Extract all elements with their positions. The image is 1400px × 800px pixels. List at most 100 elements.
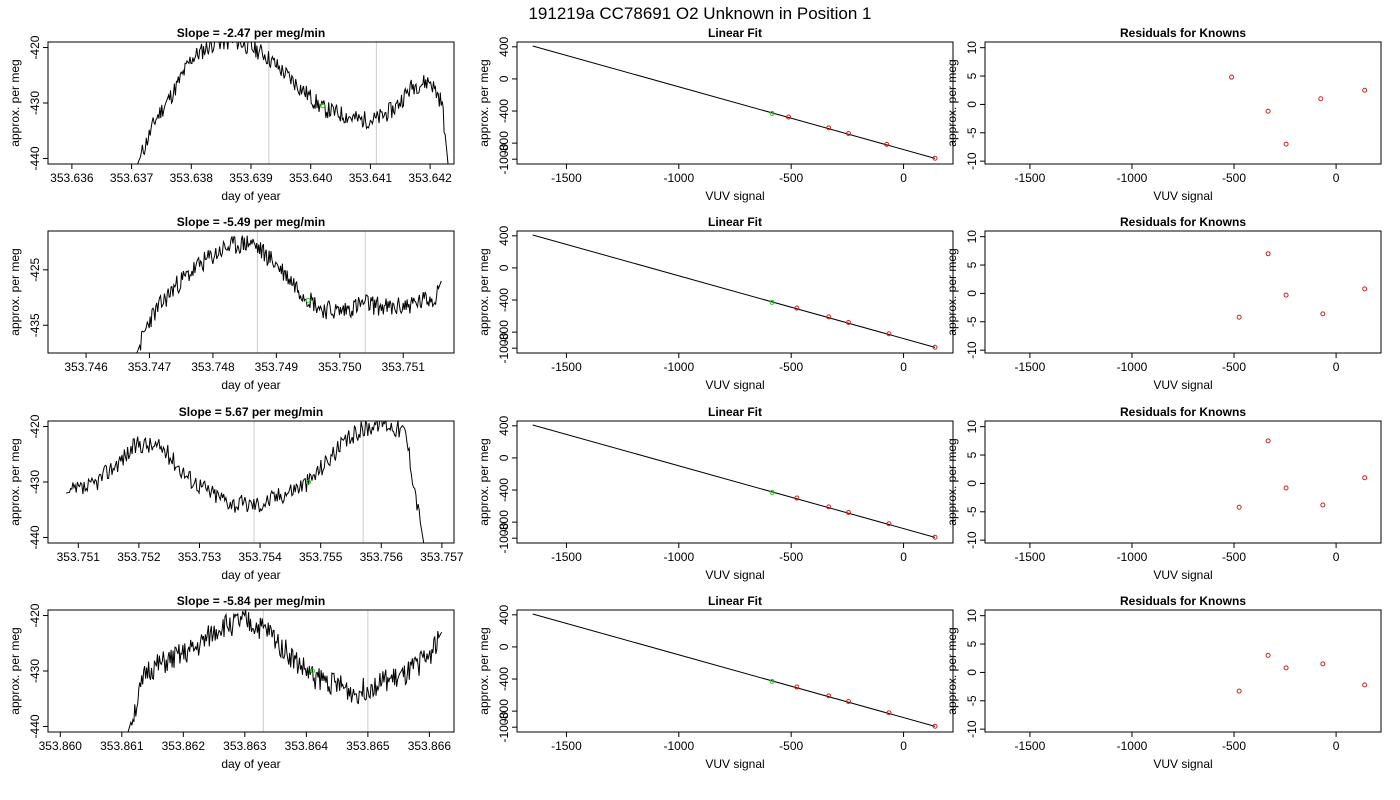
panel-title: Linear Fit bbox=[708, 405, 762, 419]
x-tick-label: 353.751 bbox=[57, 550, 101, 564]
y-tick-label: -1000 bbox=[497, 712, 511, 743]
y-tick-label: 5 bbox=[965, 451, 979, 458]
x-tick-label: 353.747 bbox=[128, 360, 172, 374]
x-axis-label: day of year bbox=[221, 757, 280, 771]
series-line bbox=[136, 235, 442, 353]
y-tick-label: -430 bbox=[28, 91, 42, 115]
plot-area bbox=[1236, 251, 1368, 320]
plot-frame bbox=[516, 420, 954, 544]
known-point bbox=[845, 320, 851, 325]
panel-10: Residuals for Knowns -1500 -1000 -500 0 VUV s… bbox=[945, 215, 1382, 392]
panel-4: Slope = -5.84 per meg/min 353.860 353.861 3… bbox=[8, 594, 455, 771]
plot-frame bbox=[516, 609, 954, 733]
x-axis-label: VUV signal bbox=[1153, 189, 1212, 203]
panel-1: Slope = -2.47 per meg/min 353.636 353.637 3… bbox=[8, 26, 455, 203]
y-tick-label: 0 bbox=[497, 454, 511, 461]
x-axis-label: day of year bbox=[221, 189, 280, 203]
x-tick-label: -1000 bbox=[663, 171, 694, 185]
plot-frame bbox=[47, 420, 455, 544]
x-tick-label: 353.860 bbox=[39, 739, 83, 753]
y-tick-label: -1000 bbox=[497, 523, 511, 554]
x-tick-label: 353.861 bbox=[100, 739, 144, 753]
x-tick-label: 353.752 bbox=[117, 550, 161, 564]
known-point bbox=[1318, 96, 1324, 102]
known-point bbox=[1283, 485, 1289, 491]
y-axis-label: approx. per meg bbox=[945, 59, 959, 146]
known-point bbox=[1236, 688, 1242, 694]
known-point bbox=[1283, 665, 1289, 671]
x-tick-label: -1500 bbox=[1015, 171, 1046, 185]
plot-frame bbox=[47, 230, 455, 354]
y-tick-label: 0 bbox=[965, 669, 979, 676]
x-tick-label: -1000 bbox=[1117, 171, 1148, 185]
x-tick-label: -1500 bbox=[1015, 739, 1046, 753]
known-point bbox=[845, 699, 851, 704]
x-tick-label: -1000 bbox=[663, 360, 694, 374]
plot-area bbox=[1236, 652, 1368, 694]
x-tick-label: -500 bbox=[1222, 739, 1246, 753]
y-tick-label: -1000 bbox=[497, 144, 511, 175]
x-tick-label: 353.755 bbox=[299, 550, 343, 564]
x-axis-label: VUV signal bbox=[705, 568, 764, 582]
x-tick-label: -500 bbox=[779, 739, 803, 753]
panel-11: Residuals for Knowns -1500 -1000 -500 0 VUV s… bbox=[945, 405, 1382, 582]
y-tick-label: -5 bbox=[965, 506, 979, 517]
x-axis-label: VUV signal bbox=[705, 378, 764, 392]
panel-title: Slope = 5.67 per meg/min bbox=[179, 405, 323, 419]
y-tick-label: -400 bbox=[497, 99, 511, 123]
x-tick-label: -1000 bbox=[1117, 739, 1148, 753]
y-axis-label: approx. per meg bbox=[477, 438, 491, 525]
known-point bbox=[1236, 504, 1242, 510]
panel-title: Residuals for Knowns bbox=[1120, 594, 1246, 608]
x-tick-label: -1000 bbox=[1117, 360, 1148, 374]
known-point bbox=[1283, 292, 1289, 298]
y-tick-label: 400 bbox=[497, 415, 511, 435]
known-point bbox=[1265, 652, 1271, 658]
known-point bbox=[932, 155, 938, 161]
x-axis-label: day of year bbox=[221, 378, 280, 392]
series-line bbox=[127, 610, 443, 732]
y-tick-label: 400 bbox=[497, 604, 511, 624]
panel-12: Residuals for Knowns -1500 -1000 -500 0 VUV s… bbox=[945, 594, 1382, 771]
x-tick-label: -1000 bbox=[663, 550, 694, 564]
x-tick-label: 353.864 bbox=[285, 739, 329, 753]
x-tick-label: 0 bbox=[1333, 739, 1340, 753]
y-tick-label: -5 bbox=[965, 127, 979, 138]
y-tick-label: -800 bbox=[497, 699, 511, 723]
y-tick-label: -800 bbox=[497, 510, 511, 534]
y-tick-label: 0 bbox=[497, 75, 511, 82]
fit-line bbox=[532, 45, 936, 159]
x-tick-label: 353.748 bbox=[191, 360, 235, 374]
x-tick-label: 353.746 bbox=[64, 360, 108, 374]
x-tick-label: 0 bbox=[900, 739, 907, 753]
x-tick-label: -1500 bbox=[1015, 550, 1046, 564]
x-tick-label: -500 bbox=[1222, 550, 1246, 564]
plot-frame bbox=[984, 41, 1382, 165]
x-tick-label: 353.754 bbox=[238, 550, 282, 564]
x-tick-label: 353.636 bbox=[50, 171, 94, 185]
unknown-point bbox=[769, 299, 775, 305]
x-tick-label: 353.866 bbox=[408, 739, 452, 753]
x-tick-label: -1500 bbox=[1015, 360, 1046, 374]
y-axis-label: approx. per meg bbox=[8, 438, 22, 525]
known-point bbox=[826, 314, 832, 320]
y-tick-label: -5 bbox=[965, 695, 979, 706]
plot-frame bbox=[516, 41, 954, 165]
known-point bbox=[1362, 286, 1368, 292]
known-point bbox=[1283, 141, 1289, 147]
x-tick-label: -500 bbox=[779, 360, 803, 374]
known-point bbox=[794, 495, 800, 501]
y-tick-label: 0 bbox=[497, 264, 511, 271]
panel-title: Residuals for Knowns bbox=[1120, 405, 1246, 419]
unknown-point bbox=[769, 678, 775, 684]
x-tick-label: 0 bbox=[900, 550, 907, 564]
known-point bbox=[1229, 74, 1235, 80]
y-tick-label: 0 bbox=[965, 101, 979, 108]
x-tick-label: 353.642 bbox=[408, 171, 452, 185]
x-axis-label: VUV signal bbox=[1153, 757, 1212, 771]
known-point bbox=[1265, 438, 1271, 444]
x-tick-label: 353.639 bbox=[229, 171, 273, 185]
unknown-marker bbox=[305, 297, 311, 303]
panel-7: Linear Fit -1500 -1000 -500 0 VUV signal -1000… bbox=[477, 405, 954, 582]
x-tick-label: 353.862 bbox=[162, 739, 206, 753]
